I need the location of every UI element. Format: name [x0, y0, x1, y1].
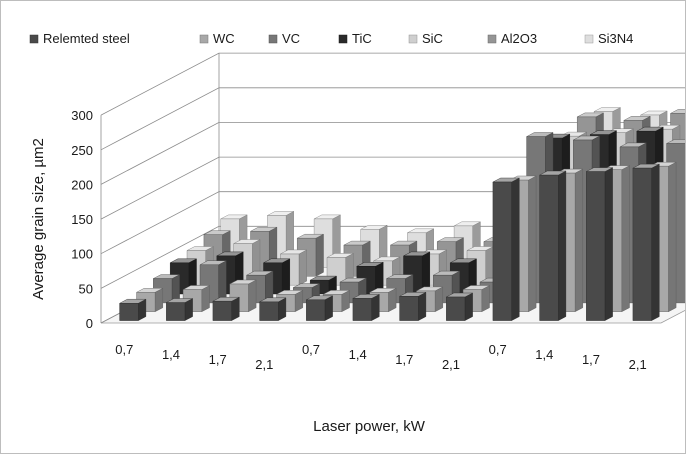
- x-tick-label: 2,1: [629, 357, 647, 372]
- y-tick-label: 100: [71, 247, 93, 262]
- x-tick-label: 0,7: [115, 342, 133, 357]
- y-tick-label: 250: [71, 143, 93, 158]
- y-tick-label: 200: [71, 177, 93, 192]
- x-tick-label: 1,7: [582, 352, 600, 367]
- legend-label: Relemted steel: [43, 31, 130, 46]
- legend-swatch: [487, 34, 497, 44]
- x-tick-label: 0,7: [489, 342, 507, 357]
- x-tick-label: 1,4: [349, 347, 367, 362]
- bar: [259, 297, 287, 321]
- x-axis-label: Laser power, kW: [313, 418, 426, 435]
- legend-swatch: [268, 34, 278, 44]
- x-tick-label: 0,7: [302, 342, 320, 357]
- legend-swatch: [408, 34, 418, 44]
- x-axis-ticks: 0,7 1,4 1,7 2,1 0,7 1,4 1,7 2,1 0,7 1,4 1,7 2,1: [115, 342, 646, 372]
- legend-label: TiC: [352, 31, 372, 46]
- x-tick-label: 1,4: [535, 347, 553, 362]
- x-tick-label: 1,7: [395, 352, 413, 367]
- bar: [352, 294, 380, 321]
- legend-label: Al2O3: [501, 31, 537, 46]
- y-tick-label: 50: [79, 281, 93, 296]
- legend-swatch: [338, 34, 348, 44]
- y-axis-label: Average grain size, µm2: [30, 138, 47, 300]
- x-tick-label: 1,4: [162, 347, 180, 362]
- bar: [306, 295, 333, 321]
- bar: [586, 167, 613, 321]
- legend-label: VC: [282, 31, 300, 46]
- bar: [166, 298, 193, 321]
- legend-label: WC: [213, 31, 235, 46]
- bars: [119, 107, 685, 321]
- legend-swatch: [199, 34, 209, 44]
- legend: Relemted steel WC VC TiC SiC Al2O3 Si3N4: [29, 31, 633, 46]
- legend-swatch: [29, 34, 39, 44]
- legend-swatch: [584, 34, 594, 44]
- y-tick-label: 300: [71, 108, 93, 123]
- bar: [539, 170, 567, 321]
- y-tick-label: 0: [86, 316, 93, 331]
- y-tick-label: 150: [71, 212, 93, 227]
- bar: [399, 291, 427, 321]
- bar: [492, 177, 520, 321]
- x-tick-label: 1,7: [209, 352, 227, 367]
- bar: [446, 292, 473, 321]
- bar: [119, 298, 147, 321]
- legend-label: Si3N4: [598, 31, 633, 46]
- x-tick-label: 2,1: [442, 357, 460, 372]
- bar: [632, 163, 660, 321]
- legend-label: SiC: [422, 31, 443, 46]
- y-axis-ticks: 0 50 100 150 200 250 300: [71, 108, 93, 331]
- bar: [212, 296, 240, 321]
- x-tick-label: 2,1: [255, 357, 273, 372]
